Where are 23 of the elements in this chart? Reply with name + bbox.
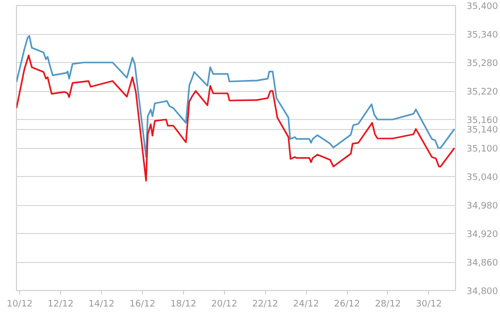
x-tick-label: 14/12 [88, 300, 114, 310]
y-tick-label: 34,800 [466, 287, 498, 297]
x-tick-label: 26/12 [334, 300, 360, 310]
y-tick-label: 34,920 [466, 230, 498, 240]
x-tick-label: 10/12 [6, 300, 33, 310]
y-tick-label: 35,220 [466, 88, 498, 98]
y-tick-label: 34,980 [466, 202, 498, 212]
y-tick-label: 35,140 [466, 126, 498, 136]
y-tick-label: 35,040 [466, 173, 498, 183]
x-tick-label: 24/12 [293, 300, 320, 310]
x-tick-label: 18/12 [170, 300, 196, 310]
y-tick-label: 35,100 [466, 144, 498, 154]
y-tick-label: 35,160 [466, 116, 498, 126]
y-tick-label: 35,280 [466, 59, 498, 69]
x-tick-label: 12/12 [48, 300, 74, 310]
x-tick-label: 30/12 [416, 300, 442, 310]
x-tick-label: 28/12 [374, 300, 401, 310]
y-tick-label: 35,400 [466, 2, 498, 12]
x-tick-label: 16/12 [129, 300, 156, 310]
x-tick-label: 20/12 [211, 300, 238, 310]
y-tick-label: 35,340 [466, 30, 498, 40]
y-tick-label: 34,860 [466, 258, 498, 268]
x-tick-label: 22/12 [252, 300, 278, 310]
